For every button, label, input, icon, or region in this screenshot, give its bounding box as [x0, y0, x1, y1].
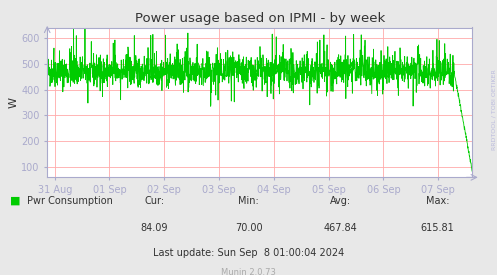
Text: 70.00: 70.00: [235, 223, 262, 233]
Text: Pwr Consumption: Pwr Consumption: [27, 196, 113, 206]
Text: Last update: Sun Sep  8 01:00:04 2024: Last update: Sun Sep 8 01:00:04 2024: [153, 248, 344, 258]
Text: Cur:: Cur:: [144, 196, 164, 206]
Text: 84.09: 84.09: [140, 223, 168, 233]
Text: RRDTOOL / TOBI OETIKER: RRDTOOL / TOBI OETIKER: [491, 70, 496, 150]
Text: Avg:: Avg:: [330, 196, 351, 206]
Text: Min:: Min:: [238, 196, 259, 206]
Text: 615.81: 615.81: [420, 223, 454, 233]
Y-axis label: W: W: [8, 97, 18, 108]
Text: 467.84: 467.84: [324, 223, 357, 233]
Title: Power usage based on IPMI - by week: Power usage based on IPMI - by week: [135, 12, 385, 25]
Text: Munin 2.0.73: Munin 2.0.73: [221, 268, 276, 275]
Text: ■: ■: [10, 196, 20, 206]
Text: Max:: Max:: [425, 196, 449, 206]
